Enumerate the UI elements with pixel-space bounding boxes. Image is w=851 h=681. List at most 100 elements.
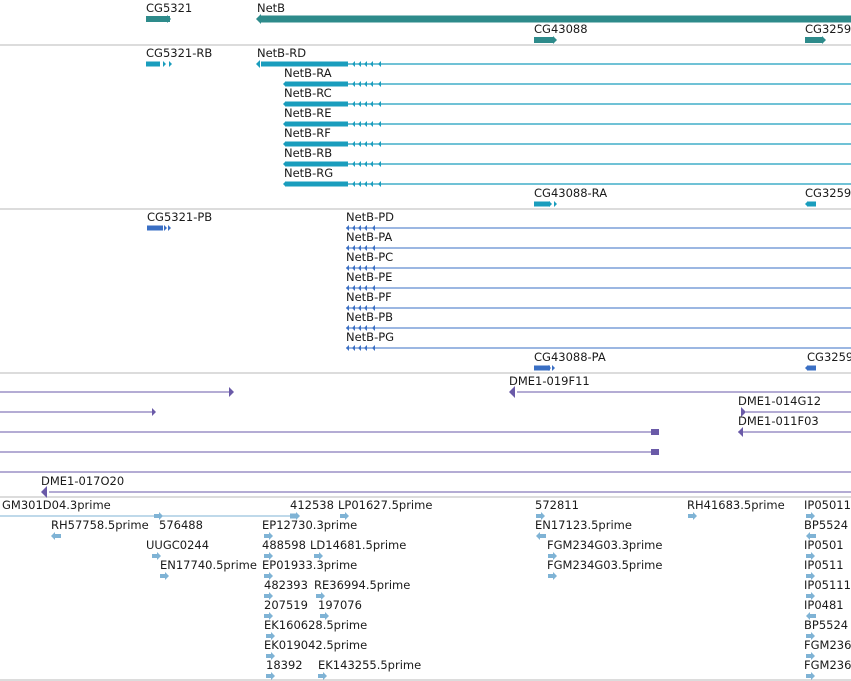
- transcript-glyph-cg3259[interactable]: [805, 201, 808, 207]
- est-glyph-bp5524-a[interactable]: [806, 532, 810, 540]
- transcript-glyph-netb-rg[interactable]: [358, 181, 361, 187]
- protein-label-netb-pc[interactable]: NetB-PC: [346, 250, 394, 264]
- protein-glyph-netb-pc[interactable]: [364, 265, 367, 271]
- est-label-ep01933[interactable]: EP01933.3prime: [262, 558, 358, 572]
- est-label-fgm236-b[interactable]: FGM236: [804, 658, 851, 672]
- est-glyph-fgm234g03-3[interactable]: [548, 554, 553, 558]
- est-label-fgm234g03-5[interactable]: FGM234G03.5prime: [547, 558, 663, 572]
- protein-glyph-netb-pc[interactable]: [358, 265, 361, 271]
- est-glyph-rh41683[interactable]: [688, 514, 693, 518]
- transcript-label-netb-rd[interactable]: NetB-RD: [257, 46, 307, 60]
- protein-glyph-netb-pa[interactable]: [352, 245, 355, 251]
- est-glyph-ld14681[interactable]: [314, 554, 319, 558]
- est-label-482393[interactable]: 482393: [264, 578, 308, 592]
- est-label-197076[interactable]: 197076: [318, 598, 362, 612]
- transcript-glyph-netb-rc[interactable]: [358, 101, 361, 107]
- est-glyph-bp5524-b[interactable]: [811, 632, 815, 640]
- transcript-label-cg3259[interactable]: CG3259: [805, 186, 851, 200]
- protein-glyph-netb-pc[interactable]: [346, 265, 349, 271]
- transcript-label-netb-rc[interactable]: NetB-RC: [284, 86, 332, 100]
- protein-label-netb-pg[interactable]: NetB-PG: [346, 330, 395, 344]
- transcript-glyph-netb-re[interactable]: [370, 121, 373, 127]
- protein-glyph-netb-pc[interactable]: [372, 265, 375, 271]
- est-glyph-197076[interactable]: [320, 614, 325, 618]
- est-glyph-ip05111[interactable]: [806, 594, 811, 598]
- protein-glyph-netb-pe[interactable]: [372, 285, 375, 291]
- protein-glyph-cg43088-pa[interactable]: [552, 365, 555, 371]
- gene-label-cg3259[interactable]: CG3259: [805, 22, 851, 36]
- est-label-ld14681[interactable]: LD14681.5prime: [310, 538, 407, 552]
- transcript-label-cg5321-rb[interactable]: CG5321-RB: [146, 46, 213, 60]
- transcript-glyph-netb-rf[interactable]: [283, 141, 286, 147]
- est-label-576488[interactable]: 576488: [159, 518, 203, 532]
- protein-label-netb-pd[interactable]: NetB-PD: [346, 210, 395, 224]
- est-label-ip0501[interactable]: IP0501: [804, 538, 844, 552]
- clone-glyph-dme1-014g12[interactable]: [741, 407, 746, 417]
- transcript-glyph-netb-rc[interactable]: [364, 101, 367, 107]
- protein-glyph-netb-pe[interactable]: [358, 285, 361, 291]
- transcript-glyph-netb-rb[interactable]: [370, 161, 373, 167]
- est-glyph-412538[interactable]: [296, 512, 300, 520]
- transcript-glyph-netb-rd[interactable]: [358, 61, 361, 67]
- est-glyph-rh41683[interactable]: [693, 512, 697, 520]
- est-label-ek160628[interactable]: EK160628.5prime: [264, 618, 368, 632]
- est-glyph-207519[interactable]: [269, 612, 273, 620]
- est-label-ip0511[interactable]: IP0511: [804, 558, 844, 572]
- est-glyph-fgm234g03-5[interactable]: [553, 572, 557, 580]
- transcript-glyph-netb-rg[interactable]: [364, 181, 367, 187]
- est-label-re36994[interactable]: RE36994.5prime: [314, 578, 411, 592]
- est-glyph-ip0511[interactable]: [811, 572, 815, 580]
- protein-glyph-netb-pb[interactable]: [372, 325, 375, 331]
- transcript-glyph-netb-rb[interactable]: [358, 161, 361, 167]
- clone-label-dme1-011f03[interactable]: DME1-011F03: [738, 414, 819, 428]
- est-glyph-bp5524-a[interactable]: [810, 534, 816, 538]
- est-glyph-482393[interactable]: [269, 592, 273, 600]
- est-glyph-ld14681[interactable]: [319, 552, 323, 560]
- transcript-glyph-netb-rc[interactable]: [378, 101, 381, 107]
- transcript-glyph-netb-re[interactable]: [378, 121, 381, 127]
- protein-glyph-netb-pg[interactable]: [346, 345, 349, 351]
- protein-glyph-cg5321-pb[interactable]: [147, 225, 163, 231]
- transcript-glyph-netb-rg[interactable]: [378, 181, 381, 187]
- est-glyph-fgm236-a[interactable]: [811, 652, 815, 660]
- transcript-glyph-netb-re[interactable]: [283, 121, 286, 127]
- est-glyph-en17123[interactable]: [536, 532, 540, 540]
- transcript-glyph-netb-rc[interactable]: [352, 101, 355, 107]
- est-label-fgm234g03-3[interactable]: FGM234G03.3prime: [547, 538, 663, 552]
- transcript-glyph-cg3259[interactable]: [808, 201, 816, 207]
- protein-glyph-netb-pa[interactable]: [358, 245, 361, 251]
- transcript-glyph-netb-re[interactable]: [358, 121, 361, 127]
- gene-label-cg5321[interactable]: CG5321: [146, 1, 193, 15]
- est-glyph-ip0481[interactable]: [810, 614, 816, 618]
- clone-label-dme1-014g12[interactable]: DME1-014G12: [738, 394, 822, 408]
- protein-glyph-netb-pb[interactable]: [364, 325, 367, 331]
- est-glyph-ek143255[interactable]: [323, 672, 327, 680]
- est-label-ep12730[interactable]: EP12730.3prime: [262, 518, 358, 532]
- protein-glyph-netb-pg[interactable]: [364, 345, 367, 351]
- transcript-glyph-netb-ra[interactable]: [286, 81, 348, 87]
- clone-glyph[interactable]: [651, 449, 659, 455]
- protein-glyph-netb-pd[interactable]: [352, 225, 355, 231]
- est-glyph-ip05011[interactable]: [811, 512, 815, 520]
- protein-glyph-cg5321-pb[interactable]: [164, 225, 167, 231]
- est-glyph-ep01933[interactable]: [269, 572, 273, 580]
- est-glyph-ep12730[interactable]: [269, 532, 273, 540]
- est-glyph-rh57758[interactable]: [55, 534, 61, 538]
- transcript-label-netb-rb[interactable]: NetB-RB: [284, 146, 333, 160]
- est-label-ip05111[interactable]: IP05111: [804, 578, 851, 592]
- clone-glyph[interactable]: [152, 408, 156, 416]
- transcript-glyph-netb-rd[interactable]: [256, 60, 260, 68]
- protein-label-cg43088-pa[interactable]: CG43088-PA: [534, 350, 606, 364]
- est-glyph-fgm234g03-5[interactable]: [548, 574, 553, 578]
- protein-glyph-netb-pe[interactable]: [352, 285, 355, 291]
- est-glyph-ip0511[interactable]: [806, 574, 811, 578]
- gene-label-cg43088[interactable]: CG43088: [534, 22, 588, 36]
- protein-glyph-netb-pd[interactable]: [372, 225, 375, 231]
- est-glyph-re36994[interactable]: [321, 592, 325, 600]
- transcript-label-netb-rf[interactable]: NetB-RF: [284, 126, 331, 140]
- est-glyph-rh57758[interactable]: [51, 532, 55, 540]
- protein-label-netb-pb[interactable]: NetB-PB: [346, 310, 394, 324]
- protein-label-netb-pa[interactable]: NetB-PA: [346, 230, 393, 244]
- transcript-glyph-netb-ra[interactable]: [352, 81, 355, 87]
- transcript-glyph-netb-rb[interactable]: [378, 161, 381, 167]
